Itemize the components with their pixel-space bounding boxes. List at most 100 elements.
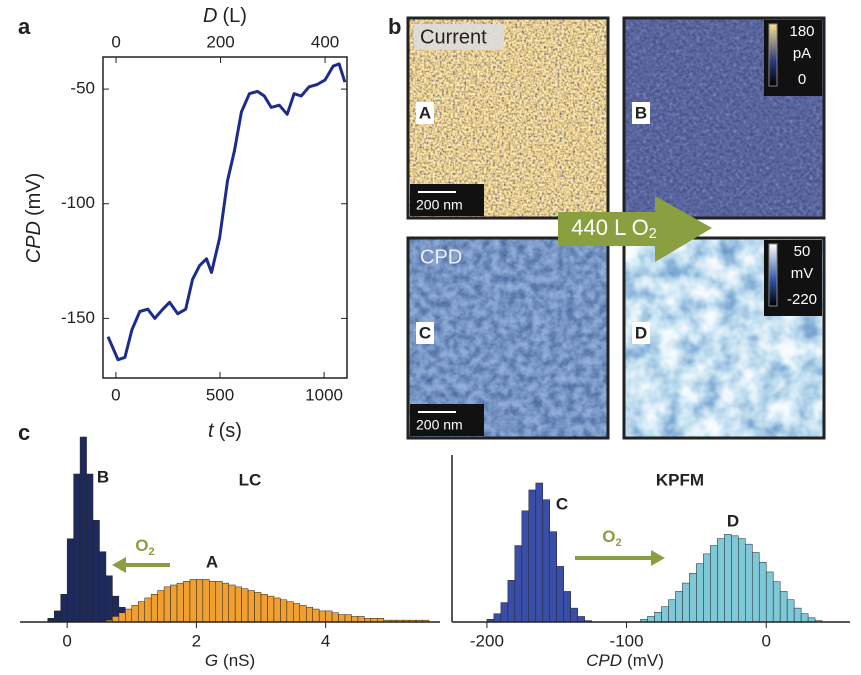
histogram-bar [86,473,94,623]
histogram-bar [189,579,197,623]
histogram-bar [696,563,704,623]
image-label: C [419,323,431,342]
histogram-bar [53,610,61,623]
histogram-bar [163,586,171,623]
histogram-bar [786,599,795,623]
colorbar-max: 50 [794,243,811,260]
image-frame [406,16,610,220]
axis-label: G (nS) [205,651,255,670]
annotation: O2 [135,536,154,557]
histogram-bar [150,594,158,623]
y-tick-label: -150 [61,308,95,327]
image-title: Current [420,26,487,48]
annotation: O2 [602,527,621,548]
histogram-bar [267,595,275,623]
histogram-bar [299,605,307,623]
x2-tick-label: 200 [206,32,234,51]
histogram-bar [689,573,697,623]
histogram-bar [183,581,191,623]
histogram-bar [570,607,578,623]
series-label: D [727,511,739,530]
histogram-bar [228,584,236,623]
image-label: D [635,323,647,342]
histogram-bar [765,571,774,623]
histogram-bar [234,586,242,623]
axis-label: t (s) [208,420,242,442]
colorbar-max: 180 [789,23,814,40]
histogram-bar [703,553,711,623]
axis-symbol: CPD [586,651,622,670]
annotation-sub: 2 [649,226,657,242]
histogram-bar [535,482,544,623]
histogram-bar [131,605,139,623]
axis-label: CPD (mV) [23,173,45,264]
histogram-bar [66,538,74,623]
axis-symbol: CPD [23,221,45,263]
o2-arrow-head [651,550,665,566]
x-tick-label: 0 [62,631,71,650]
series-label: B [97,467,109,486]
histogram-bar [280,599,288,623]
x2-tick-label: 0 [111,32,120,51]
histogram-bar [661,606,669,623]
image-frame [622,236,826,440]
histogram-bar [542,499,551,623]
histogram-bar [738,538,746,623]
data-line [106,62,347,362]
histogram-bar [344,614,352,623]
image-label: B [635,103,647,122]
histogram-bar [500,602,509,623]
histogram-bar [273,597,281,623]
axis-symbol: D [203,5,217,27]
axis-unit: (s) [219,420,242,442]
panel-label: b [388,14,401,39]
annotation-text: O [602,527,615,546]
scale-bar-label: 200 nm [416,417,463,433]
annotation-sub: 2 [616,537,622,549]
histogram-bar [668,599,676,623]
histogram-bar [247,590,255,623]
histogram-bar [176,582,184,623]
histogram-bar [118,612,126,623]
label-box [632,322,650,344]
histogram-bar [507,580,516,623]
label-box [416,322,434,344]
series-label: A [206,552,218,571]
chart-title: KPFM [656,470,704,489]
scale-bar-box [410,404,484,436]
colorbar-min: -220 [787,291,817,308]
colorbar-min: 0 [798,71,806,88]
label-box [416,102,434,124]
histogram-bar [157,590,165,623]
histogram-bar [170,584,178,623]
y-tick-label: -100 [61,193,95,212]
histogram-bar [717,538,725,623]
histogram-bar [325,610,333,623]
annotation-sub: 2 [149,546,155,558]
image-title: CPD [420,246,462,268]
panel-label: a [18,14,31,39]
histogram-bar [549,531,557,623]
image-frame [406,236,610,440]
exposure-arrow [558,196,712,262]
histogram-bar [125,608,133,623]
histogram-bar [647,616,655,623]
histogram-bar [682,582,690,623]
histogram-bar [112,616,120,623]
image-frame [622,16,826,220]
histogram-bar [556,566,564,623]
colorbar [768,23,778,87]
chart-title: LC [239,470,262,489]
histogram-bar [221,582,229,623]
histogram-bar [710,545,718,623]
histogram-bar [338,614,346,623]
histogram-bar [260,594,268,623]
histogram-bar [514,545,523,623]
scale-bar-box [410,184,484,216]
annotation-text: O [135,536,148,555]
x-tick-label: -100 [610,631,644,650]
histogram-bar [209,581,217,623]
x-tick-label: 1000 [305,385,343,404]
histogram-bar [779,591,788,623]
